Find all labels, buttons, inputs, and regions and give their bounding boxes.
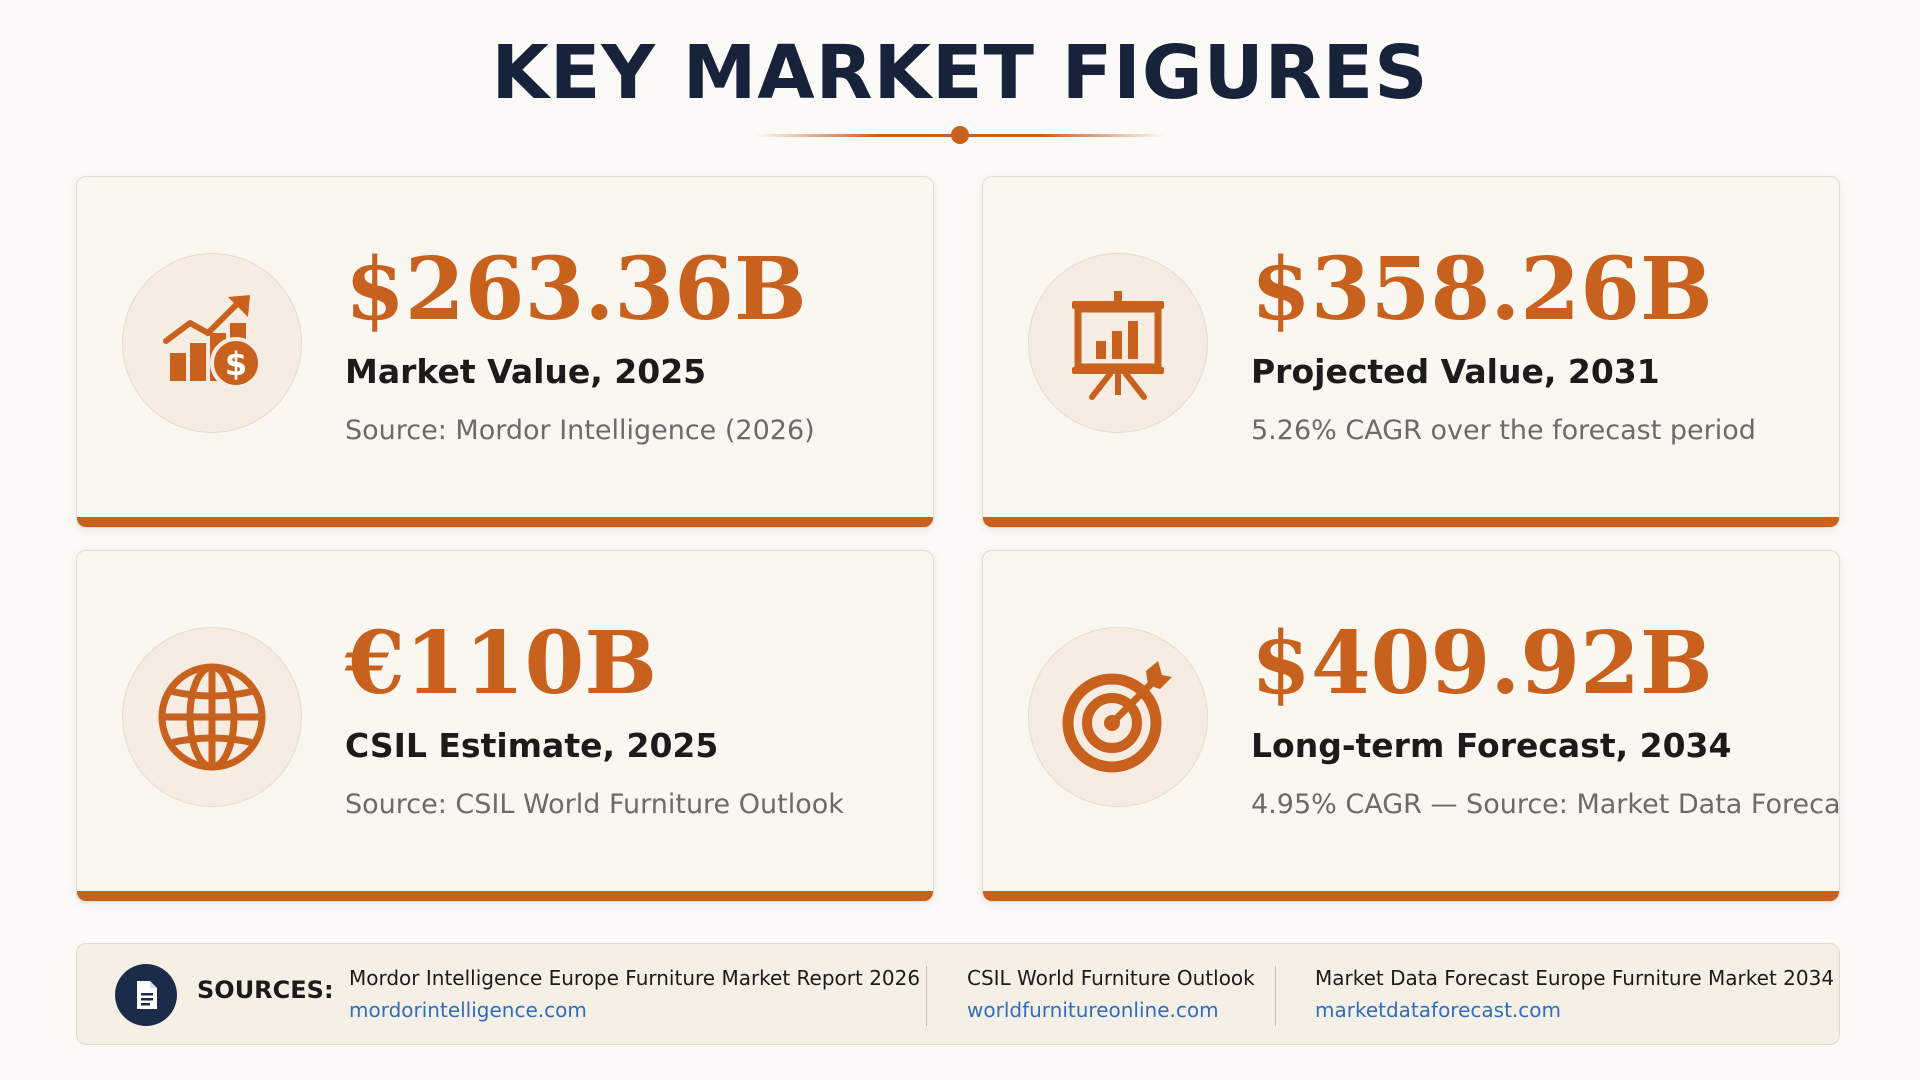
- figure-value: $358.26B: [1251, 239, 1713, 340]
- source-item: CSIL World Furniture Outlook worldfurnit…: [967, 966, 1255, 1022]
- source-link[interactable]: worldfurnitureonline.com: [967, 998, 1219, 1022]
- source-separator: [1275, 966, 1276, 1026]
- target-icon: [1028, 627, 1208, 807]
- source-link[interactable]: marketdataforecast.com: [1315, 998, 1561, 1022]
- document-icon: [115, 964, 177, 1026]
- page-title: KEY MARKET FIGURES: [491, 30, 1429, 116]
- figure-value: €110B: [345, 613, 658, 714]
- sources-panel: SOURCES: Mordor Intelligence Europe Furn…: [76, 943, 1840, 1045]
- figure-card-long-term-forecast: $409.92B Long-term Forecast, 2034 4.95% …: [982, 550, 1840, 902]
- figure-subtext: Source: CSIL World Furniture Outlook: [345, 789, 844, 820]
- sources-label: SOURCES:: [197, 976, 334, 1004]
- figure-subtext: 5.26% CAGR over the forecast period: [1251, 415, 1756, 446]
- figure-card-csil-estimate: €110B CSIL Estimate, 2025 Source: CSIL W…: [76, 550, 934, 902]
- source-name: Market Data Forecast Europe Furniture Ma…: [1315, 966, 1835, 990]
- figure-value: $263.36B: [345, 239, 807, 340]
- figure-subtext: 4.95% CAGR — Source: Market Data Forecas…: [1251, 789, 1840, 820]
- source-name: Mordor Intelligence Europe Furniture Mar…: [349, 966, 921, 990]
- source-separator: [926, 966, 927, 1026]
- source-item: Market Data Forecast Europe Furniture Ma…: [1315, 966, 1834, 1022]
- source-item: Mordor Intelligence Europe Furniture Mar…: [349, 966, 920, 1022]
- svg-text:$: $: [225, 345, 247, 383]
- figure-label: Projected Value, 2031: [1251, 352, 1660, 391]
- presentation-board-icon: [1028, 253, 1208, 433]
- title-divider-dot: [951, 126, 969, 144]
- figure-label: Long-term Forecast, 2034: [1251, 726, 1732, 765]
- figure-label: Market Value, 2025: [345, 352, 707, 391]
- source-name: CSIL World Furniture Outlook: [967, 966, 1255, 990]
- globe-icon: [122, 627, 302, 807]
- chart-growth-dollar-icon: $: [122, 253, 302, 433]
- figure-subtext: Source: Mordor Intelligence (2026): [345, 415, 815, 446]
- figure-card-projected-value: $358.26B Projected Value, 2031 5.26% CAG…: [982, 176, 1840, 528]
- figure-value: $409.92B: [1251, 613, 1713, 714]
- figure-label: CSIL Estimate, 2025: [345, 726, 719, 765]
- source-link[interactable]: mordorintelligence.com: [349, 998, 587, 1022]
- figure-card-market-value: $ $263.36B Market Value, 2025 Source: Mo…: [76, 176, 934, 528]
